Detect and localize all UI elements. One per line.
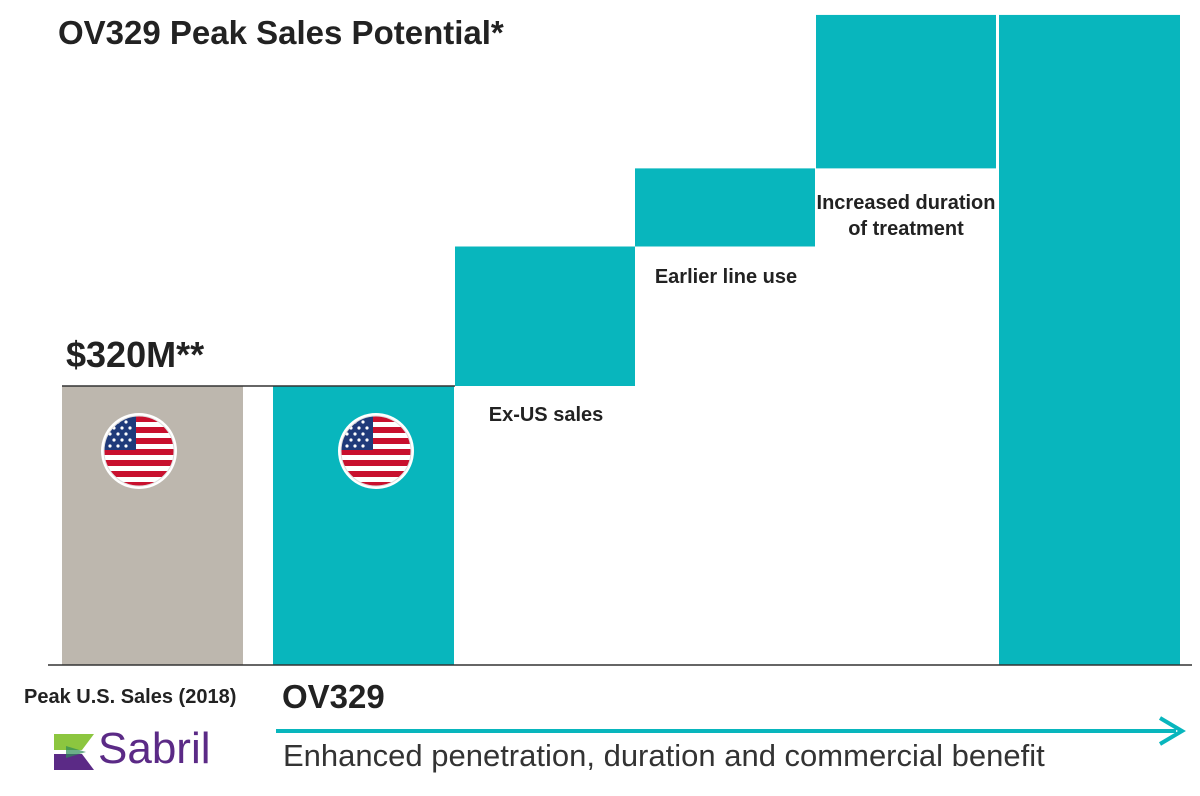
bar-increased-duration-of-treatment	[816, 14, 996, 169]
bar-earlier-line-use	[635, 168, 815, 247]
step-label-increased-duration: Increased duration of treatment	[816, 192, 996, 240]
arrow-head-icon	[1158, 716, 1186, 746]
sabril-logo-text: Sabril	[98, 724, 211, 773]
category-label-ov329: OV329	[282, 678, 385, 715]
us-flag-icon	[101, 413, 177, 489]
step-label-ex-us-sales: Ex-US sales	[488, 404, 604, 426]
baseline-value-label: $320M**	[66, 334, 205, 375]
arrow-caption: Enhanced penetration, duration and comme…	[283, 738, 1045, 773]
sabril-logo-mark-icon	[54, 734, 94, 770]
us-flag-icon	[338, 413, 414, 489]
bar-total	[999, 14, 1180, 666]
step-label-earlier-line-use: Earlier line use	[654, 266, 798, 288]
bar-ex-us-sales	[455, 246, 635, 386]
category-label-peak-us-sales: Peak U.S. Sales (2018)	[24, 686, 237, 708]
chart-title: OV329 Peak Sales Potential*	[58, 14, 504, 51]
sabril-logo: Sabril	[52, 724, 232, 780]
